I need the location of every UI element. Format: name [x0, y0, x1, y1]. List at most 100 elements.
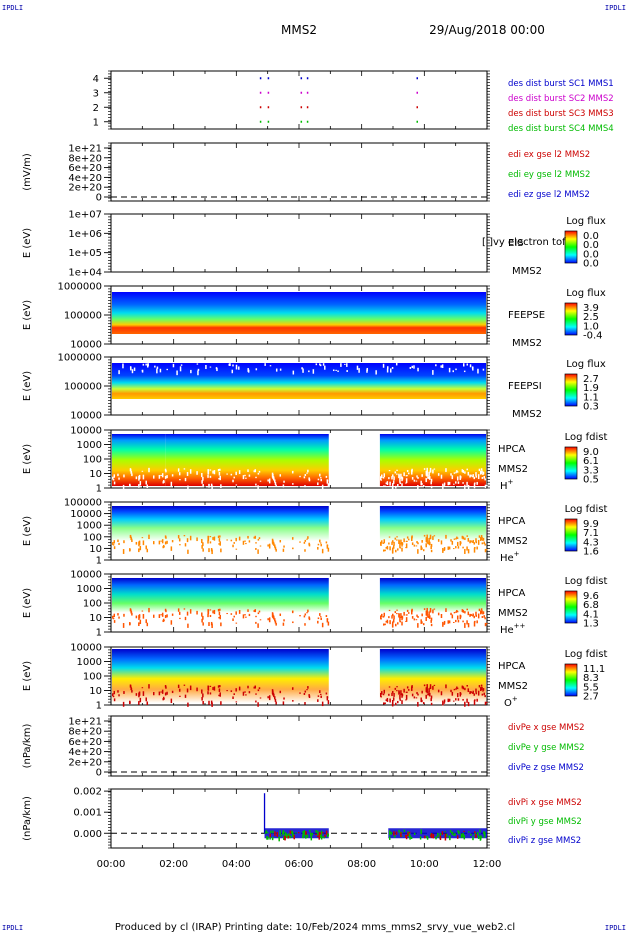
hpca-h-panel-ylabel: E (eV) [22, 444, 33, 474]
noise-speck [315, 833, 317, 835]
noise-speck [219, 535, 221, 538]
noise-speck [472, 366, 474, 371]
noise-speck [466, 546, 468, 551]
noise-speck [258, 610, 261, 613]
noise-speck [429, 476, 431, 480]
noise-speck [207, 613, 209, 618]
noise-speck [308, 478, 311, 482]
noise-speck [475, 692, 477, 695]
noise-speck [266, 836, 268, 840]
eis-panel-frame [110, 213, 488, 273]
noise-speck [346, 363, 348, 367]
noise-speck [295, 832, 297, 834]
noise-speck [238, 366, 240, 370]
noise-speck [304, 474, 307, 477]
edi-panel-legend-entry: edi ey gse l2 MMS2 [508, 170, 590, 180]
noise-speck [283, 836, 285, 840]
feeps-e-panel-colorbar-title: Log flux [566, 288, 606, 299]
noise-speck [160, 614, 162, 616]
noise-speck [321, 701, 324, 707]
noise-speck [388, 542, 390, 545]
noise-speck [451, 475, 454, 480]
noise-speck [235, 471, 237, 476]
noise-speck [442, 483, 444, 489]
noise-speck [232, 544, 234, 548]
noise-speck [282, 548, 285, 552]
noise-speck [160, 540, 162, 542]
hpca-h-panel-colorbar-tick: 3.3 [583, 465, 599, 476]
noise-speck [255, 693, 257, 695]
noise-speck [457, 619, 460, 623]
noise-speck [445, 684, 447, 689]
noise-speck [413, 479, 416, 482]
feeps-e-panel-spacecraft: MMS2 [512, 338, 542, 349]
noise-speck [166, 368, 168, 371]
noise-speck [455, 698, 457, 701]
noise-speck [453, 834, 455, 836]
noise-speck [209, 685, 212, 687]
noise-speck [257, 702, 259, 707]
noise-speck [163, 546, 165, 548]
noise-speck [391, 692, 393, 697]
noise-speck [433, 684, 436, 687]
noise-speck [398, 691, 400, 695]
noise-speck [429, 467, 432, 473]
noise-speck [220, 701, 222, 705]
noise-speck [183, 608, 186, 610]
noise-speck [422, 485, 425, 488]
noise-speck [392, 613, 394, 617]
noise-speck [382, 363, 385, 368]
hpca-h-panel-colorbar-title: Log fdist [565, 432, 608, 443]
noise-speck [217, 468, 220, 472]
noise-speck [459, 541, 462, 546]
burst-interval-mark [416, 106, 418, 109]
noise-speck [291, 610, 294, 614]
noise-speck [477, 835, 480, 839]
noise-speck [308, 370, 310, 373]
corner-mark-bottom-left: IPDLI [2, 924, 24, 932]
noise-speck [197, 370, 199, 376]
noise-speck [429, 615, 431, 619]
noise-speck [386, 699, 389, 702]
noise-speck [304, 690, 307, 693]
noise-speck [130, 367, 132, 371]
noise-speck [389, 620, 391, 625]
noise-speck [442, 700, 444, 706]
noise-speck [475, 472, 477, 476]
noise-speck [319, 690, 321, 693]
noise-speck [317, 478, 320, 481]
noise-speck [455, 537, 457, 540]
noise-speck [450, 473, 452, 476]
noise-speck [366, 367, 369, 372]
noise-speck [178, 688, 181, 692]
noise-speck [305, 831, 307, 835]
noise-speck [439, 835, 442, 841]
noise-speck [456, 693, 459, 698]
noise-speck [220, 484, 222, 489]
noise-speck [163, 698, 165, 700]
noise-speck [274, 482, 277, 486]
noise-speck [308, 543, 311, 547]
noise-speck [207, 609, 209, 615]
noise-speck [459, 614, 462, 620]
noise-speck [171, 690, 174, 694]
noise-speck [463, 830, 465, 832]
noise-speck [423, 534, 426, 537]
noise-speck [411, 686, 413, 691]
noise-speck [458, 830, 460, 835]
noise-speck [235, 537, 237, 542]
noise-speck [187, 702, 189, 707]
noise-speck [455, 481, 457, 484]
corner-mark-bottom-right: IPDLI [604, 924, 626, 932]
noise-speck [392, 697, 395, 701]
feeps-e-panel-tick-label: 100000 [64, 311, 102, 322]
noise-speck [462, 482, 464, 484]
noise-speck [201, 545, 203, 549]
hpca-he-panel-instrument: HPCA [498, 516, 526, 527]
noise-speck [322, 363, 325, 366]
noise-speck [464, 611, 466, 614]
noise-speck [279, 368, 282, 371]
noise-speck [165, 686, 167, 689]
noise-speck [453, 472, 456, 474]
noise-speck [400, 832, 402, 838]
